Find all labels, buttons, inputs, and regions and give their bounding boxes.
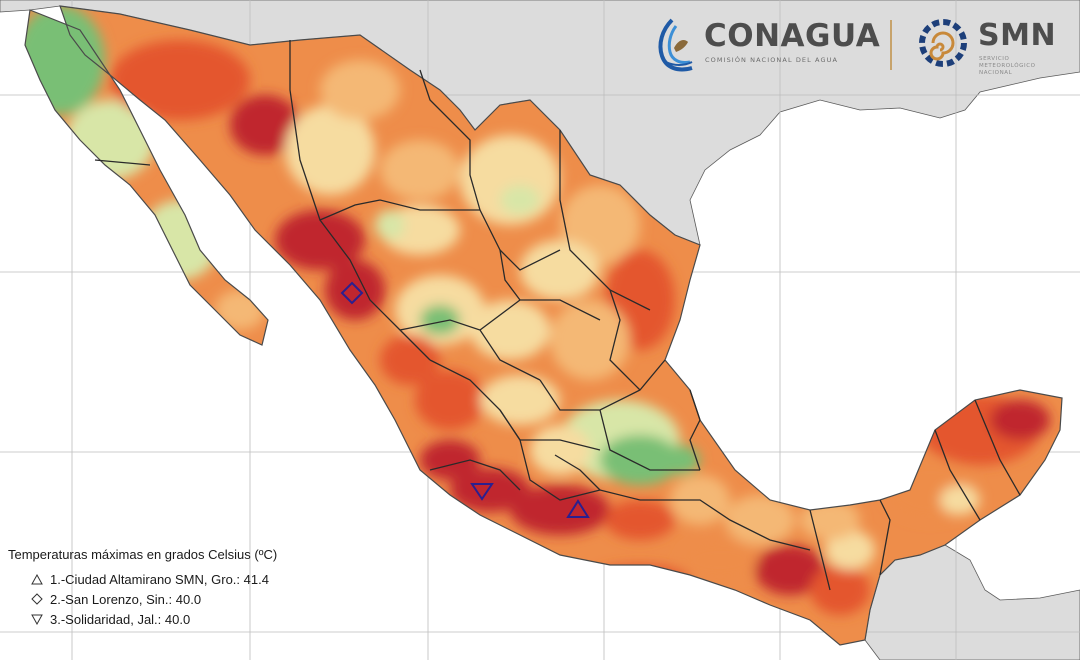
legend-item: 3.-Solidaridad, Jal.: 40.0 xyxy=(30,609,277,629)
conagua-logo: CONAGUA COMISIÓN NACIONAL DEL AGUA xyxy=(652,12,881,74)
legend-item-text: 3.-Solidaridad, Jal.: 40.0 xyxy=(50,611,191,627)
mexico-outline xyxy=(59,5,1063,646)
smn-subtitle-line: SERVICIO xyxy=(979,56,1010,62)
conagua-title: CONAGUA xyxy=(704,18,881,54)
legend: Temperaturas máximas en grados Celsius (… xyxy=(8,547,277,629)
baja-california-outline xyxy=(24,9,269,346)
station-3-triangle-down-icon xyxy=(470,483,494,501)
smn-subtitle-line: NACIONAL xyxy=(979,70,1013,76)
station-1-triangle-up-icon xyxy=(566,499,590,518)
legend-item-text: 2.-San Lorenzo, Sin.: 40.0 xyxy=(50,591,202,607)
legend-item: 2.-San Lorenzo, Sin.: 40.0 xyxy=(30,589,277,609)
smn-subtitle-line: METEOROLÓGICO xyxy=(979,63,1036,69)
state-borders xyxy=(94,40,1021,591)
triangle-up-icon xyxy=(30,573,44,585)
logo-divider xyxy=(890,20,892,70)
smn-emblem-icon xyxy=(919,19,967,67)
diamond-icon xyxy=(30,593,44,605)
station-2-diamond-icon xyxy=(340,281,364,305)
smn-title: SMN xyxy=(978,18,1057,53)
legend-title: Temperaturas máximas en grados Celsius (… xyxy=(8,547,278,562)
conagua-subtitle: COMISIÓN NACIONAL DEL AGUA xyxy=(705,56,839,64)
station-markers xyxy=(340,281,590,518)
smn-subtitle: SERVICIO METEOROLÓGICO NACIONAL xyxy=(979,56,1069,77)
conagua-emblem-icon xyxy=(658,18,693,72)
legend-item-text: 1.-Ciudad Altamirano SMN, Gro.: 41.4 xyxy=(50,571,269,587)
smn-logo: SMN SERVICIO METEOROLÓGICO NACIONAL xyxy=(916,12,1069,77)
legend-item: 1.-Ciudad Altamirano SMN, Gro.: 41.4 xyxy=(30,569,277,589)
triangle-down-icon xyxy=(30,614,44,625)
